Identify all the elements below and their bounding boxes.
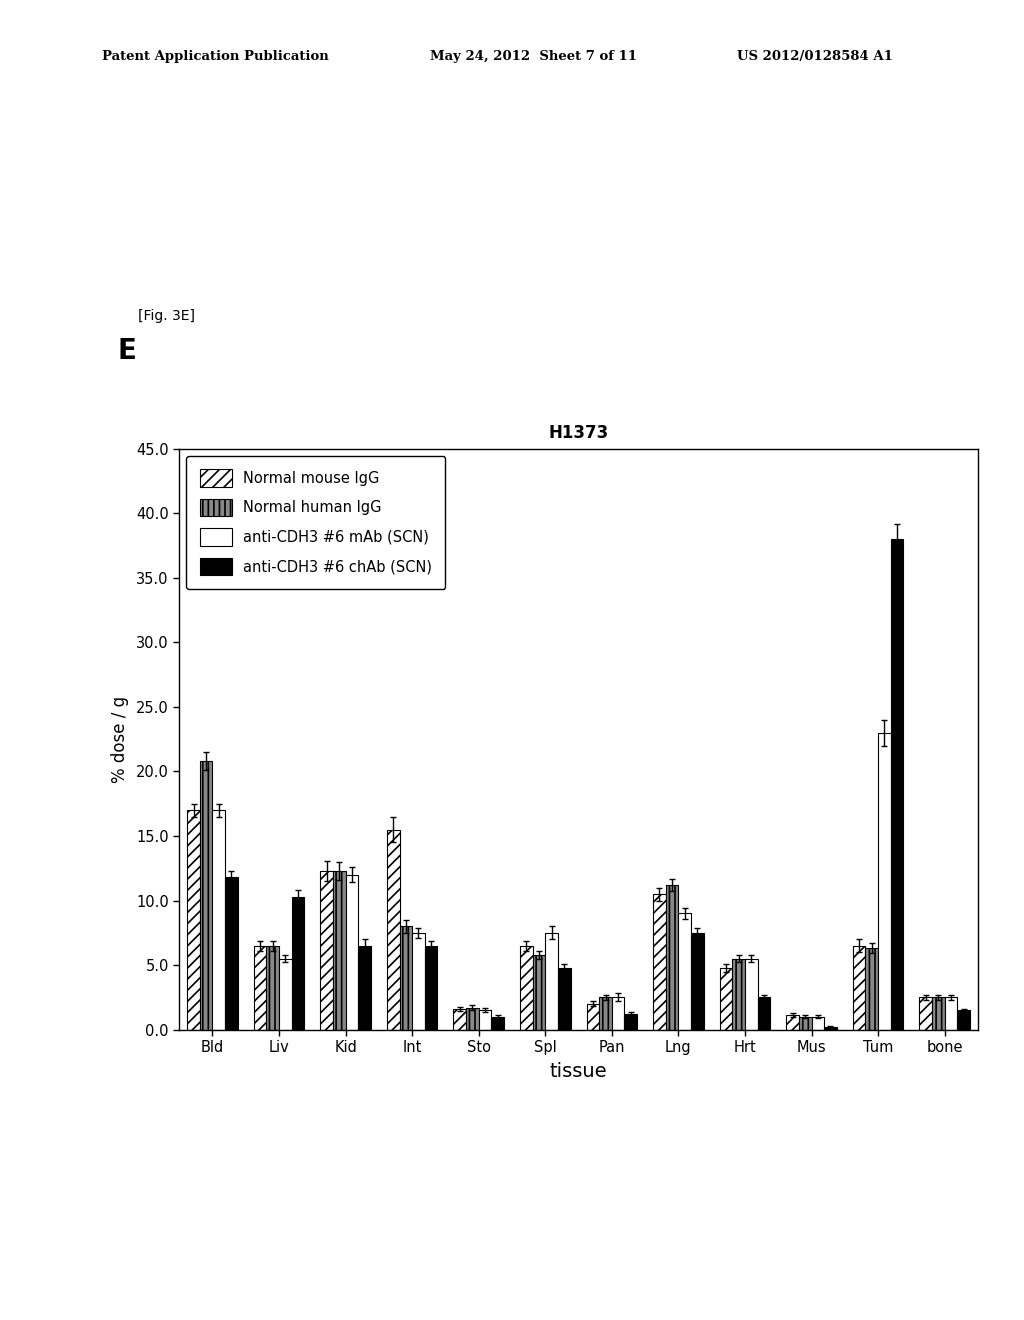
Bar [254,945,266,1030]
Bar [587,1003,599,1030]
Bar [653,894,666,1030]
Bar [745,958,758,1030]
Bar [691,933,703,1030]
Text: [Fig. 3E]: [Fig. 3E] [138,309,196,323]
X-axis label: tissue: tissue [550,1063,607,1081]
Bar [399,927,412,1030]
Bar [478,1010,492,1030]
Text: E: E [118,337,136,364]
Bar [920,998,932,1030]
Bar [266,945,279,1030]
Bar [200,762,213,1030]
Bar [824,1027,837,1030]
Bar [732,958,745,1030]
Bar [891,539,903,1030]
Bar [345,875,358,1030]
Text: Patent Application Publication: Patent Application Publication [102,50,329,63]
Bar [879,733,891,1030]
Bar [321,871,333,1030]
Bar [865,948,878,1030]
Bar [957,1010,970,1030]
Bar [758,998,770,1030]
Bar [532,954,545,1030]
Y-axis label: % dose / g: % dose / g [111,696,129,783]
Bar [558,968,570,1030]
Bar [666,884,678,1030]
Bar [279,958,292,1030]
Bar [358,945,371,1030]
Bar [466,1007,478,1030]
Text: US 2012/0128584 A1: US 2012/0128584 A1 [737,50,893,63]
Bar [720,968,732,1030]
Bar [454,1008,466,1030]
Bar [520,945,532,1030]
Bar [213,810,225,1030]
Bar [853,945,865,1030]
Bar [786,1015,799,1030]
Text: May 24, 2012  Sheet 7 of 11: May 24, 2012 Sheet 7 of 11 [430,50,637,63]
Title: H1373: H1373 [549,424,608,442]
Bar [387,829,399,1030]
Bar [945,998,957,1030]
Bar [799,1016,811,1030]
Bar [292,896,304,1030]
Bar [333,871,345,1030]
Legend: Normal mouse IgG, Normal human IgG, anti-CDH3 #6 mAb (SCN), anti-CDH3 #6 chAb (S: Normal mouse IgG, Normal human IgG, anti… [186,457,445,589]
Bar [412,933,425,1030]
Bar [187,810,200,1030]
Bar [599,998,612,1030]
Bar [625,1014,637,1030]
Bar [612,998,625,1030]
Bar [425,945,437,1030]
Bar [492,1016,504,1030]
Bar [811,1016,824,1030]
Bar [225,878,238,1030]
Bar [932,998,944,1030]
Bar [545,933,558,1030]
Bar [678,913,691,1030]
